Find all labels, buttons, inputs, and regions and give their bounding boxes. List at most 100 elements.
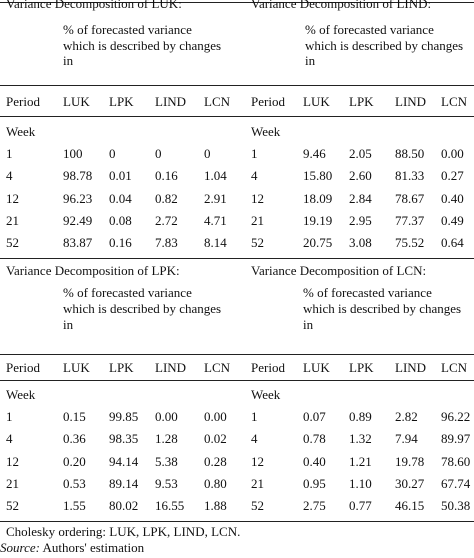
luk-row-1-col-1: 100 [63,146,83,161]
rule-columns-1 [0,116,474,117]
lcn-row-4-col-0: 4 [251,431,258,447]
lpk-row-12-col-0: 12 [6,453,19,469]
lcn-row-12-col-4: 78.60 [441,453,471,469]
col-lind-left-1: LIND [155,94,187,109]
lind-row-21-col-3: 77.37 [395,212,425,228]
lind-row-12-col-1: 18.09 [303,190,333,206]
lcn-row-12-col-1: 0.40 [303,453,326,469]
lcn-row-12-col-0: 12 [251,453,264,469]
source-text: Authors' estimation [39,540,145,555]
luk-desc-line1: % of forecasted variance [63,22,192,37]
lind-row-4-col-2: 2.60 [349,168,372,184]
luk-row-4-col-3: 0.16 [155,168,178,184]
lind-row-1-col-4: 0.00 [441,146,464,161]
lpk-row-4-col-1: 0.36 [63,431,86,447]
lind-row-1-col-1: 9.46 [303,146,326,161]
lind-desc-line1: % of forecasted variance [305,22,434,37]
col-lcn-left-1: LCN [204,94,230,109]
lcn-desc-line2: which is described by changes [303,301,462,316]
lcn-row-52-col-4: 50.38 [441,498,471,514]
lind-row-1-col-0: 1 [251,146,258,161]
lpk-row-1-col-0: 1 [6,409,13,424]
luk-row-1-col-2: 0 [109,146,116,161]
lcn-row-21-col-2: 1.10 [349,475,372,491]
lpk-row-52-col-0: 52 [6,498,19,514]
col-luk-left-2: LUK [63,360,90,375]
lind-row-1-col-3: 88.50 [395,146,425,161]
lpk-row-52-col-1: 1.55 [63,498,86,514]
lpk-row-12-col-1: 0.20 [63,453,86,469]
luk-row-1-col-4: 0 [204,146,211,161]
col-lind-right-1: LIND [395,94,427,109]
col-lcn-right-1: LCN [441,94,467,109]
luk-row-52-col-3: 7.83 [155,235,178,251]
lind-row-12-col-4: 0.40 [441,190,464,206]
lpk-row-4-col-4: 0.02 [204,431,227,447]
col-lpk-right-2: LPK [349,360,374,375]
rule-header-1 [0,85,474,86]
lcn-row-12-col-2: 1.21 [349,453,372,469]
lpk-row-12-col-2: 94.14 [109,453,139,469]
lpk-row-21-col-3: 9.53 [155,475,178,491]
lind-row-52-col-4: 0.64 [441,235,464,251]
lcn-row-21-col-4: 67.74 [441,475,471,491]
source-line: Source: Authors' estimation [0,540,144,555]
lpk-row-1-col-4: 0.00 [204,409,227,424]
luk-row-12-col-3: 0.82 [155,190,178,206]
luk-row-21-col-2: 0.08 [109,212,132,228]
lcn-row-21-col-3: 30.27 [395,475,425,491]
lind-row-1-col-2: 2.05 [349,146,372,161]
source-label: Source: [0,540,40,555]
lind-row-12-col-3: 78.67 [395,190,425,206]
col-lcn-right-2: LCN [441,360,467,375]
lcn-row-4-col-2: 1.32 [349,431,372,447]
luk-desc-line2: which is described by changes [63,38,222,53]
luk-row-52-col-0: 52 [6,235,19,251]
col-period-right-1: Period [251,94,285,109]
luk-row-52-col-2: 0.16 [109,235,132,251]
lind-row-4-col-4: 0.27 [441,168,464,184]
lcn-desc-line3: in [303,317,314,332]
rule-top [0,2,474,3]
luk-row-12-col-2: 0.04 [109,190,132,206]
rule-columns-2 [0,380,474,381]
lcn-row-4-col-3: 7.94 [395,431,418,447]
col-period-right-2: Period [251,360,285,375]
luk-desc-line3: in [63,53,74,68]
lind-desc-line3: in [305,53,316,68]
luk-row-21-col-4: 4.71 [204,212,227,228]
lind-row-4-col-0: 4 [251,168,258,184]
col-lpk-right-1: LPK [349,94,374,109]
lcn-row-52-col-2: 0.77 [349,498,372,514]
week-label-left-1: Week [6,124,36,139]
luk-row-21-col-1: 92.49 [63,212,93,228]
col-period-left-2: Period [6,360,40,375]
lcn-row-52-col-0: 52 [251,498,264,514]
lcn-row-52-col-3: 46.15 [395,498,425,514]
luk-row-1-col-3: 0 [155,146,162,161]
lcn-title: Variance Decomposition of LCN: [251,263,427,278]
col-luk-left-1: LUK [63,94,90,109]
lind-row-52-col-3: 75.52 [395,235,425,251]
luk-row-12-col-4: 2.91 [204,190,227,206]
lcn-row-52-col-1: 2.75 [303,498,326,514]
lind-row-21-col-4: 0.49 [441,212,464,228]
col-period-left-1: Period [6,94,40,109]
lind-title: Variance Decomposition of LIND: [251,0,432,11]
lind-row-21-col-2: 2.95 [349,212,372,228]
lpk-row-4-col-2: 98.35 [109,431,139,447]
lcn-row-1-col-4: 96.22 [441,409,471,424]
lcn-row-4-col-1: 0.78 [303,431,326,447]
lind-row-21-col-0: 21 [251,212,264,228]
lcn-row-1-col-0: 1 [251,409,258,424]
luk-row-4-col-2: 0.01 [109,168,132,184]
lcn-row-1-col-1: 0.07 [303,409,326,424]
lpk-row-4-col-0: 4 [6,431,13,447]
luk-row-52-col-4: 8.14 [204,235,227,251]
lind-row-52-col-0: 52 [251,235,264,251]
lind-row-52-col-1: 20.75 [303,235,333,251]
col-lind-left-2: LIND [155,360,187,375]
lcn-desc-line1: % of forecasted variance [303,285,432,300]
luk-row-4-col-4: 1.04 [204,168,227,184]
